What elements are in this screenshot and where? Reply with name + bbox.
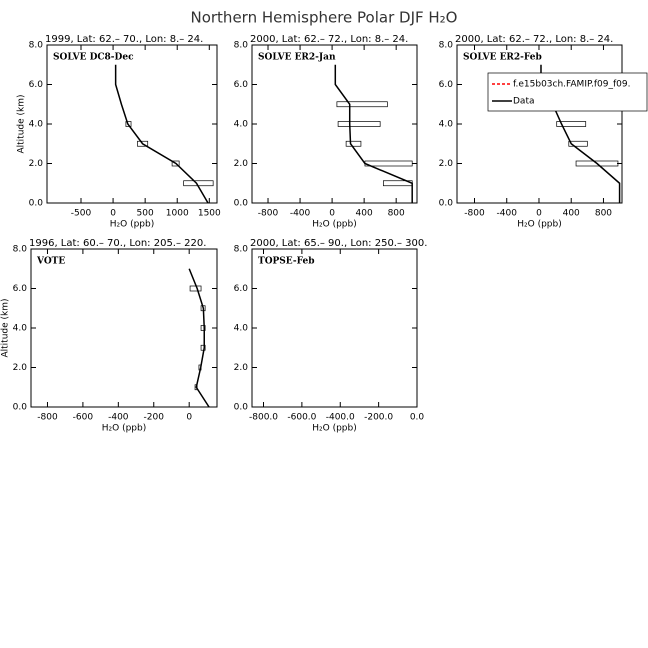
legend-box bbox=[487, 72, 648, 112]
panel-label: SOLVE DC8-Dec bbox=[53, 53, 134, 63]
y-tick-label: 0.0 bbox=[234, 403, 249, 413]
y-tick-label: 2.0 bbox=[234, 363, 249, 373]
y-tick-label: 8.0 bbox=[13, 245, 28, 255]
profile-line bbox=[334, 64, 413, 203]
y-axis-label: Altitude (km) bbox=[1, 298, 11, 357]
x-tick-label: -400 bbox=[497, 209, 518, 219]
range-box bbox=[171, 160, 180, 167]
range-box bbox=[345, 140, 362, 147]
panel-label: SOLVE ER2-Feb bbox=[463, 53, 542, 63]
x-tick-label: 0 bbox=[536, 209, 542, 219]
y-tick-label: 0.0 bbox=[234, 199, 249, 209]
x-tick-label: 800 bbox=[595, 209, 612, 219]
x-tick-label: 0 bbox=[329, 209, 335, 219]
range-box bbox=[575, 160, 619, 167]
range-box bbox=[568, 140, 588, 147]
x-tick-label: 1500 bbox=[198, 209, 221, 219]
x-tick-label: 0 bbox=[110, 209, 116, 219]
x-tick-label: -800 bbox=[464, 209, 485, 219]
x-tick-label: -400.0 bbox=[326, 413, 355, 423]
figure-title: Northern Hemisphere Polar DJF H₂O bbox=[190, 9, 457, 27]
x-tick-label: -200.0 bbox=[364, 413, 393, 423]
panel-label: VOTE bbox=[36, 257, 65, 267]
x-tick-label: 500 bbox=[137, 209, 154, 219]
y-tick-label: 6.0 bbox=[439, 80, 454, 90]
range-box bbox=[337, 121, 381, 127]
x-axis-label: H₂O (ppb) bbox=[517, 220, 561, 230]
y-tick-label: 8.0 bbox=[234, 41, 249, 51]
x-tick-label: -800 bbox=[37, 413, 58, 423]
x-tick-label: -600 bbox=[73, 413, 94, 423]
range-box bbox=[137, 140, 149, 147]
x-tick-label: -800 bbox=[258, 209, 279, 219]
range-box bbox=[200, 325, 206, 331]
range-box bbox=[336, 101, 388, 108]
x-axis-label: H₂O (ppb) bbox=[312, 424, 356, 434]
y-tick-label: 2.0 bbox=[13, 363, 28, 373]
range-box bbox=[556, 121, 587, 127]
profile-line bbox=[188, 268, 210, 408]
x-tick-label: -800.0 bbox=[249, 413, 278, 423]
y-tick-label: 6.0 bbox=[234, 284, 249, 294]
y-tick-label: 4.0 bbox=[234, 120, 249, 130]
x-tick-label: -400 bbox=[108, 413, 129, 423]
panel-title: 1996, Lat: 60.– 70., Lon: 205.– 220. bbox=[29, 238, 206, 249]
x-axis-label: H₂O (ppb) bbox=[312, 220, 356, 230]
y-tick-label: 4.0 bbox=[29, 120, 44, 130]
legend-label: f.e15b03ch.FAMIP.f09_f09. bbox=[513, 80, 630, 90]
x-tick-label: -600.0 bbox=[287, 413, 316, 423]
panel-title: 2000, Lat: 65.– 90., Lon: 250.– 300. bbox=[250, 238, 427, 249]
y-tick-label: 2.0 bbox=[439, 159, 454, 169]
y-tick-label: 0.0 bbox=[439, 199, 454, 209]
x-tick-label: 800 bbox=[388, 209, 405, 219]
y-tick-label: 2.0 bbox=[29, 159, 44, 169]
panel-title: 1999, Lat: 62.– 70., Lon: 8.– 24. bbox=[45, 34, 203, 45]
x-axis-label: H₂O (ppb) bbox=[102, 424, 146, 434]
y-tick-label: 8.0 bbox=[234, 245, 249, 255]
x-axis-label: H₂O (ppb) bbox=[110, 220, 154, 230]
y-tick-label: 4.0 bbox=[13, 324, 28, 334]
panel-title: 2000, Lat: 62.– 72., Lon: 8.– 24. bbox=[455, 34, 613, 45]
y-tick-label: 6.0 bbox=[29, 80, 44, 90]
x-tick-label: -200 bbox=[144, 413, 165, 423]
x-tick-label: 400 bbox=[356, 209, 373, 219]
x-tick-label: -400 bbox=[290, 209, 311, 219]
x-tick-label: 0.0 bbox=[410, 413, 425, 423]
panel-label: SOLVE ER2-Jan bbox=[258, 53, 336, 63]
y-tick-label: 0.0 bbox=[13, 403, 28, 413]
panel-title: 2000, Lat: 62.– 72., Lon: 8.– 24. bbox=[250, 34, 408, 45]
x-tick-label: -500 bbox=[71, 209, 92, 219]
y-tick-label: 4.0 bbox=[439, 120, 454, 130]
panel-label: TOPSE-Feb bbox=[258, 257, 314, 267]
y-tick-label: 6.0 bbox=[234, 80, 249, 90]
x-tick-label: 1000 bbox=[166, 209, 189, 219]
y-axis-label: Altitude (km) bbox=[17, 94, 27, 153]
x-tick-label: 400 bbox=[563, 209, 580, 219]
y-tick-label: 0.0 bbox=[29, 199, 44, 209]
y-tick-label: 6.0 bbox=[13, 284, 28, 294]
profile-line bbox=[114, 64, 209, 204]
y-tick-label: 4.0 bbox=[234, 324, 249, 334]
y-tick-label: 2.0 bbox=[234, 159, 249, 169]
range-box bbox=[125, 121, 132, 127]
y-tick-label: 8.0 bbox=[439, 41, 454, 51]
x-tick-label: 0 bbox=[186, 413, 192, 423]
y-tick-label: 8.0 bbox=[29, 41, 44, 51]
legend-label: Data bbox=[513, 97, 535, 107]
